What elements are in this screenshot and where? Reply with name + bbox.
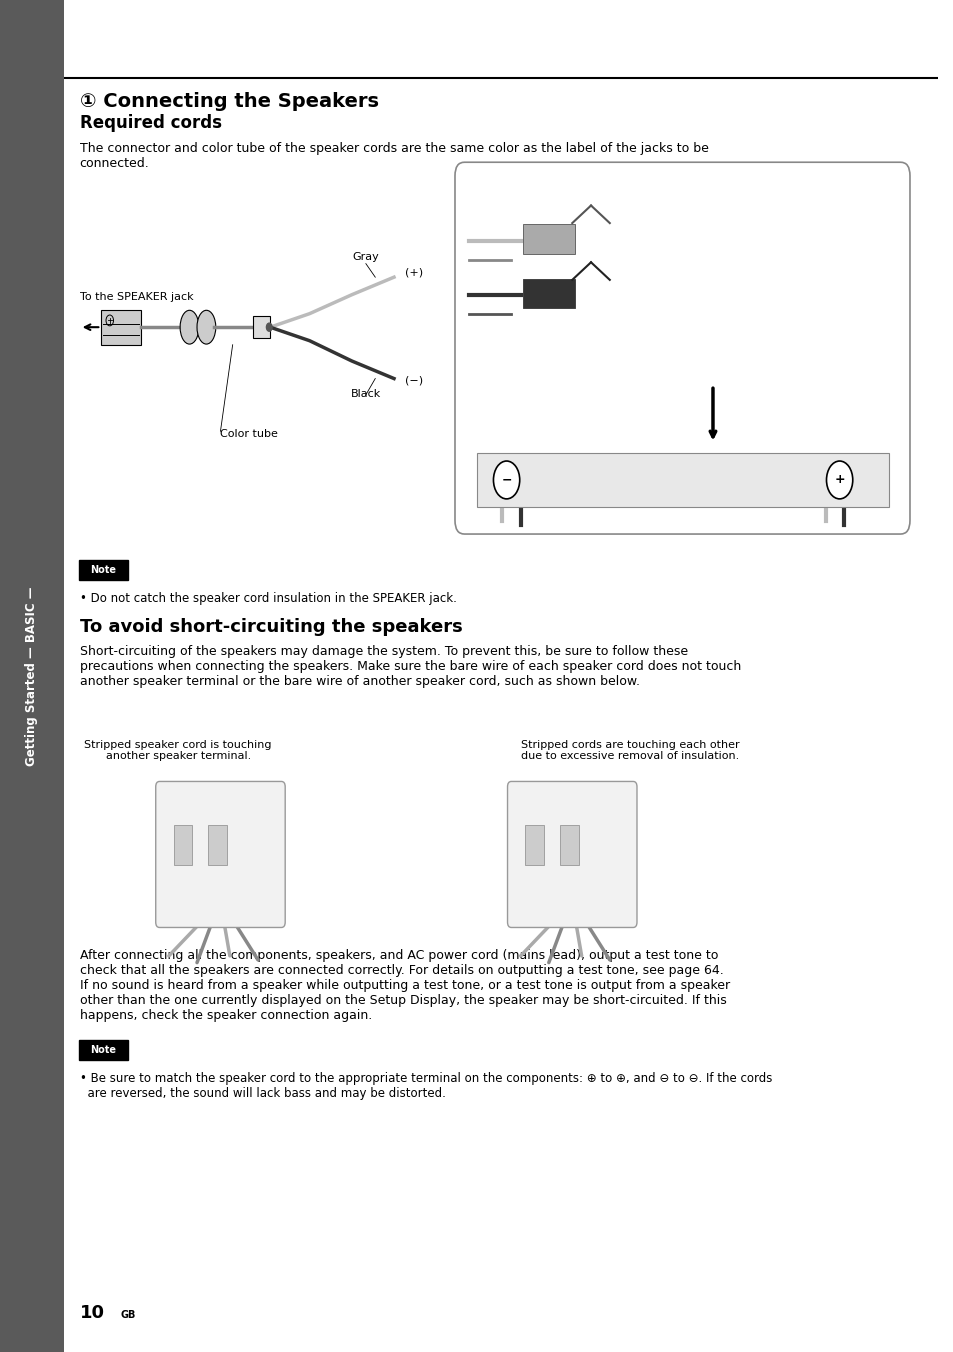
Text: To the SPEAKER jack: To the SPEAKER jack	[80, 292, 193, 301]
Ellipse shape	[197, 310, 215, 343]
Text: (+): (+)	[405, 268, 423, 277]
Bar	[101, 310, 141, 345]
FancyBboxPatch shape	[79, 1040, 128, 1060]
Text: The connector and color tube of the speaker cords are the same color as the labe: The connector and color tube of the spea…	[80, 142, 708, 170]
Circle shape	[825, 461, 852, 499]
Text: To avoid short-circuiting the speakers: To avoid short-circuiting the speakers	[80, 618, 462, 635]
Bar	[523, 224, 575, 254]
Bar	[253, 316, 270, 338]
Text: Note: Note	[91, 1045, 116, 1055]
Text: Black: Black	[351, 389, 380, 399]
Circle shape	[493, 461, 519, 499]
Bar	[559, 825, 578, 865]
Bar	[525, 825, 543, 865]
Bar	[523, 279, 575, 308]
Text: GB: GB	[120, 1310, 135, 1320]
Text: −: −	[501, 473, 512, 487]
Text: • Do not catch the speaker cord insulation in the SPEAKER jack.: • Do not catch the speaker cord insulati…	[80, 592, 456, 606]
Text: Color tube: Color tube	[220, 429, 278, 438]
Text: Stripped cords are touching each other
due to excessive removal of insulation.: Stripped cords are touching each other d…	[520, 740, 739, 761]
FancyBboxPatch shape	[507, 781, 637, 927]
Text: +: +	[834, 473, 844, 487]
FancyBboxPatch shape	[79, 560, 128, 580]
Ellipse shape	[180, 310, 198, 343]
FancyBboxPatch shape	[155, 781, 285, 927]
Text: Getting Started — BASIC —: Getting Started — BASIC —	[26, 587, 38, 765]
Text: Short-circuiting of the speakers may damage the system. To prevent this, be sure: Short-circuiting of the speakers may dam…	[80, 645, 740, 688]
Bar	[0, 0, 64, 1352]
Bar	[173, 825, 193, 865]
Text: Gray: Gray	[352, 251, 379, 261]
Bar	[208, 825, 227, 865]
Text: • Be sure to match the speaker cord to the appropriate terminal on the component: • Be sure to match the speaker cord to t…	[80, 1072, 771, 1101]
Text: After connecting all the components, speakers, and AC power cord (mains lead), o: After connecting all the components, spe…	[80, 949, 729, 1022]
Text: (−): (−)	[405, 376, 423, 385]
FancyBboxPatch shape	[455, 162, 909, 534]
Text: Required cords: Required cords	[80, 114, 221, 131]
Bar	[476, 453, 888, 507]
Text: Stripped speaker cord is touching
another speaker terminal.: Stripped speaker cord is touching anothe…	[85, 740, 272, 761]
Circle shape	[266, 323, 272, 331]
Text: Note: Note	[91, 565, 116, 575]
Text: ① Connecting the Speakers: ① Connecting the Speakers	[80, 92, 378, 111]
Text: 10: 10	[80, 1305, 105, 1322]
